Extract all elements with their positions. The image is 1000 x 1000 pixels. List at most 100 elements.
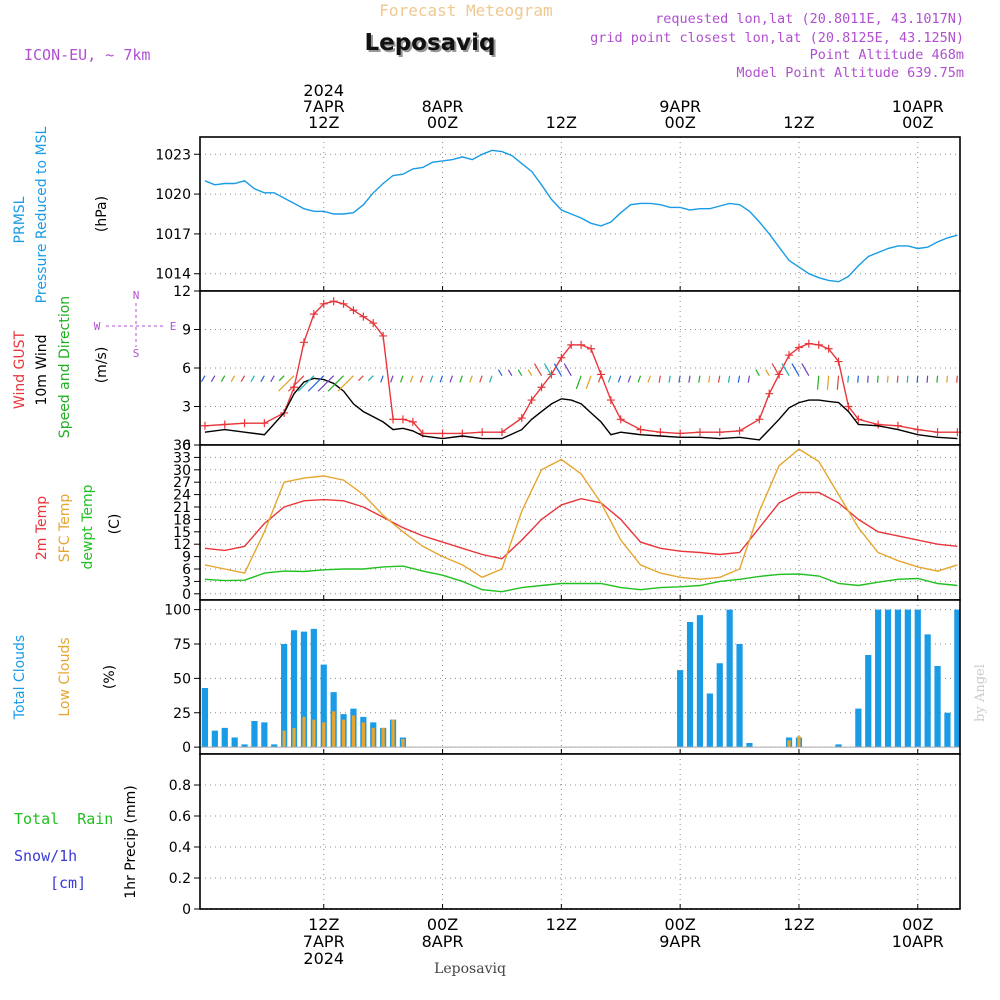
wind-direction-arrow [926, 375, 929, 383]
total-cloud-bar [211, 730, 218, 748]
low-cloud-bar [292, 727, 296, 748]
wind-label-gust: Wind GUST [12, 330, 28, 409]
grid-point: grid point closest lon,lat (20.8125E, 43… [590, 30, 964, 46]
wind-direction-arrow [801, 363, 810, 377]
gust-marker [478, 428, 487, 437]
gust-marker [200, 421, 209, 430]
precipitation-ytick-label: 0.6 [169, 809, 191, 825]
bottom-time-label: 10APR [892, 932, 944, 951]
temp-labels: 2m Temp SFC Temp dewpt Temp (C) [34, 484, 123, 569]
gust-marker [834, 357, 843, 366]
temperature-ytick-label: 27 [173, 475, 191, 491]
footer-location: Leposaviq [434, 961, 506, 977]
precipitation-ytick-label: 0.4 [169, 840, 191, 856]
clouds-panel: 0 25 50 75 100 [164, 599, 961, 756]
pressure-labels: PRMSL Pressure Reduced to MSL (hPa) [12, 126, 110, 303]
wind-direction-arrow [220, 375, 226, 383]
bottom-time-label: 12Z [546, 915, 577, 934]
wind-direction-arrow [708, 375, 711, 383]
precip-label-rain: Total Rain [14, 810, 113, 828]
wind-ytick-label: 0 [182, 438, 191, 454]
gust-marker [794, 343, 803, 352]
precipitation-frame [199, 753, 961, 910]
wind-ytick-label: 12 [173, 284, 191, 300]
total-cloud-bar [716, 663, 723, 748]
total-cloud-bar [746, 743, 753, 748]
wind-direction-arrow [607, 375, 612, 383]
clouds-label-low: Low Clouds [57, 637, 73, 716]
temperature-ytick-label: 3 [182, 574, 191, 590]
low-cloud-bar [401, 738, 405, 748]
wind-direction-arrow [367, 375, 374, 382]
low-cloud-bar [797, 736, 801, 748]
wind-direction-arrow [668, 375, 671, 383]
low-cloud-bar [351, 715, 356, 748]
wind-ytick-label: 3 [182, 400, 191, 416]
pressure-label-2: Pressure Reduced to MSL [34, 126, 50, 303]
wind-direction-arrow [419, 375, 424, 383]
gust-marker [547, 370, 556, 379]
pressure-ytick-label: 1014 [155, 267, 191, 283]
wind-direction-arrow [459, 375, 463, 383]
gust-marker [389, 415, 398, 424]
gust-marker [606, 396, 615, 405]
total-cloud-bar [677, 670, 684, 748]
gust-marker [636, 425, 645, 434]
gust-marker [339, 299, 348, 308]
temp-unit: (C) [107, 514, 123, 535]
temperature-ytick-label: 18 [173, 512, 191, 528]
precipitation-panel: 0 0.2 0.4 0.6 0.8 [169, 753, 961, 918]
wind-direction-arrow [390, 375, 394, 383]
low-cloud-bar [341, 719, 346, 748]
total-cloud-bar [875, 609, 882, 748]
wind-direction-arrow [946, 375, 949, 383]
temp-label-sfc: SFC Temp [57, 494, 73, 563]
bottom-time-label: 00Z [427, 915, 458, 934]
wind-direction-arrow [210, 375, 216, 383]
total-cloud-bar [736, 644, 743, 748]
wind-direction-arrow [698, 375, 701, 383]
bottom-time-label: 2024 [303, 949, 344, 968]
top-time-label: 10APR [892, 97, 944, 116]
wind-direction-arrow [497, 369, 503, 377]
low-cloud-bar [332, 711, 336, 748]
low-cloud-bar [322, 722, 326, 748]
bottom-time-label: 00Z [902, 915, 933, 934]
gust-marker [913, 425, 922, 434]
wind-direction-arrow [836, 375, 840, 390]
bottom-time-label: 12Z [308, 915, 339, 934]
top-time-label: 12Z [546, 113, 577, 132]
total-cloud-bar [696, 615, 704, 748]
temperature-ytick-label: 24 [173, 488, 191, 504]
gust-marker [577, 340, 586, 349]
wind-direction-arrow [439, 375, 444, 383]
low-cloud-bar [381, 727, 385, 748]
gust-marker [893, 421, 902, 430]
wind-direction-arrow [409, 375, 414, 383]
pressure-ytick-label: 1017 [155, 227, 191, 243]
top-time-label: 12Z [783, 113, 814, 132]
wind-direction-arrow [637, 375, 642, 383]
wind-direction-arrow [906, 375, 909, 383]
compass-s: S [133, 347, 140, 360]
wind-direction-arrow [429, 375, 434, 383]
total-cloud-bar [271, 744, 278, 748]
top-time-label: 00Z [902, 113, 933, 132]
top-time-label: 9APR [659, 97, 701, 116]
bottom-time-label: 12Z [783, 915, 814, 934]
wind-direction-arrow [867, 375, 869, 383]
gust-marker [587, 344, 596, 353]
wind-direction-arrow [517, 369, 523, 377]
gust-marker [438, 429, 447, 438]
temperature-ytick-label: 6 [182, 562, 191, 578]
gust-marker [220, 420, 229, 429]
wind-direction-arrow [278, 375, 295, 392]
gust-marker [290, 383, 299, 392]
wind-direction-arrow [230, 375, 236, 383]
temp-label-2m: 2m Temp [34, 496, 50, 560]
clouds-ytick-label: 50 [173, 671, 191, 687]
wind-direction-arrow [380, 375, 384, 383]
wind-direction-arrow [469, 375, 473, 383]
pressure-label-1: PRMSL [12, 196, 28, 243]
